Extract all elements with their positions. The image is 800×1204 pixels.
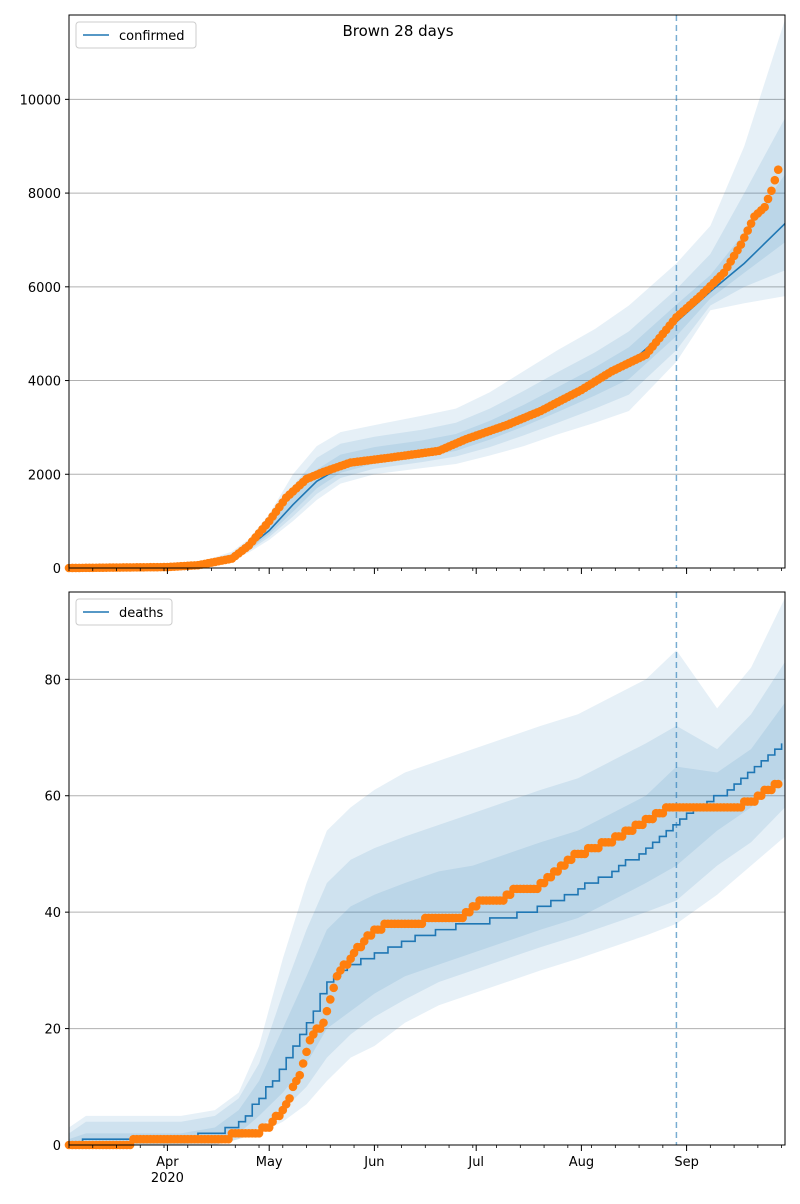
y-tick-label: 0 bbox=[53, 1139, 61, 1154]
uncertainty-band bbox=[69, 118, 785, 569]
uncertainty-band bbox=[69, 174, 785, 568]
observed-point bbox=[763, 194, 773, 204]
observed-point bbox=[285, 1094, 294, 1103]
observed-point bbox=[767, 186, 776, 196]
observed-point bbox=[743, 226, 752, 235]
x-tick-year-label: 2020 bbox=[151, 1171, 184, 1186]
legend-label: deaths bbox=[119, 606, 164, 621]
x-tick-label: Aug bbox=[569, 1155, 594, 1170]
y-tick-label: 8000 bbox=[28, 187, 61, 202]
y-tick-label: 6000 bbox=[28, 281, 61, 296]
plot-frame bbox=[68, 14, 786, 569]
observed-point bbox=[739, 233, 749, 242]
x-tick-label: May bbox=[256, 1155, 283, 1170]
uncertainty-band bbox=[69, 702, 785, 1145]
legend-box bbox=[75, 21, 197, 49]
observed-point bbox=[322, 1006, 332, 1016]
confirmed-panel: 0 2000 4000 6000 8000 10000 confirmed bbox=[20, 14, 786, 577]
observed-point bbox=[760, 202, 769, 212]
x-tick-label: Jul bbox=[467, 1155, 484, 1170]
observed-point bbox=[770, 175, 780, 185]
x-tick-label: Jun bbox=[363, 1155, 384, 1170]
observed-point bbox=[329, 983, 338, 993]
observed-point bbox=[298, 1059, 308, 1068]
uncertainty-band bbox=[69, 661, 785, 1145]
legend-box bbox=[75, 598, 173, 626]
y-tick-label: 10000 bbox=[20, 93, 61, 108]
y-tick-label: 2000 bbox=[28, 468, 61, 483]
observed-point bbox=[773, 779, 783, 789]
legend: confirmed bbox=[75, 21, 197, 49]
y-tick-label: 80 bbox=[44, 673, 61, 688]
y-tick-label: 20 bbox=[44, 1023, 61, 1038]
x-tick-label: Apr bbox=[156, 1155, 179, 1170]
y-tick-label: 0 bbox=[53, 562, 61, 577]
observed-point bbox=[773, 165, 783, 174]
uncertainty-band bbox=[69, 19, 785, 568]
plot-frame bbox=[68, 591, 786, 1146]
x-tick-label: Sep bbox=[674, 1155, 699, 1170]
y-tick-label: 4000 bbox=[28, 375, 61, 390]
legend: deaths bbox=[75, 598, 173, 626]
observed-point bbox=[736, 240, 746, 249]
model-line bbox=[69, 743, 783, 1146]
y-tick-label: 40 bbox=[44, 906, 61, 921]
figure-title: Brown 28 days bbox=[342, 22, 453, 40]
observed-point bbox=[302, 1047, 311, 1057]
observed-point bbox=[325, 995, 335, 1004]
observed-point bbox=[295, 1070, 305, 1080]
legend-label: confirmed bbox=[119, 29, 185, 44]
uncertainty-band bbox=[69, 597, 785, 1145]
observed-point bbox=[746, 219, 756, 228]
y-tick-label: 60 bbox=[44, 790, 61, 805]
observed-point bbox=[319, 1018, 328, 1028]
